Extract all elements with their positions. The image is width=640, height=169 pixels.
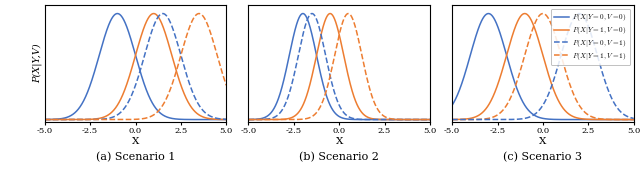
X-axis label: X: X	[132, 137, 140, 146]
Text: (a) Scenario 1: (a) Scenario 1	[96, 152, 175, 163]
X-axis label: X: X	[539, 137, 547, 146]
X-axis label: X: X	[335, 137, 343, 146]
Text: (c) Scenario 3: (c) Scenario 3	[504, 152, 582, 163]
Legend: $P(X|Y=0,V=0)$, $P(X|Y=1,V=0)$, $P(X|Y=0,V=1)$, $P(X|Y=1,V=1)$: $P(X|Y=0,V=0)$, $P(X|Y=1,V=0)$, $P(X|Y=0…	[551, 9, 630, 65]
Text: (b) Scenario 2: (b) Scenario 2	[300, 152, 379, 163]
Y-axis label: P(X|Y,V): P(X|Y,V)	[33, 44, 42, 83]
